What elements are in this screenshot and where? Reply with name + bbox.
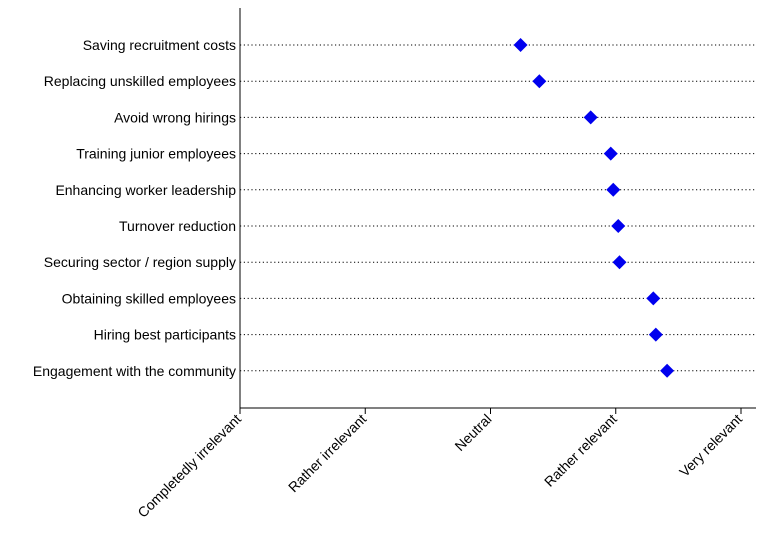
x-tick-label: Rather irrelevant <box>285 411 370 496</box>
x-tick-label: Rather relevant <box>541 411 620 490</box>
x-tick-label: Very relevant <box>676 411 745 480</box>
data-point-marker <box>606 182 621 197</box>
category-label: Turnover reduction <box>119 218 236 234</box>
data-point-marker <box>532 74 547 89</box>
y-labels: Saving recruitment costs Replacing unskil… <box>33 37 236 379</box>
data-point-marker <box>603 146 618 161</box>
category-label: Replacing unskilled employees <box>44 73 236 89</box>
data-point-marker <box>513 38 528 52</box>
category-label: Hiring best participants <box>94 327 236 343</box>
category-label: Securing sector / region supply <box>44 254 236 270</box>
x-tick-label: Completedly irrelevant <box>134 411 244 521</box>
data-point-marker <box>648 327 663 342</box>
data-point-marker <box>611 219 626 233</box>
data-point-marker <box>583 110 598 125</box>
x-ticks: Completedly irrelevant Rather irrelevant N… <box>134 408 745 521</box>
category-label: Obtaining skilled employees <box>62 290 236 306</box>
category-label: Training junior employees <box>76 146 236 162</box>
data-point-marker <box>612 255 627 270</box>
x-tick-label: Neutral <box>451 411 494 454</box>
category-label: Enhancing worker leadership <box>55 182 236 198</box>
category-label: Avoid wrong hirings <box>114 109 236 125</box>
data-points <box>513 38 675 378</box>
data-point-marker <box>646 291 661 306</box>
axes <box>239 8 756 409</box>
gridlines <box>240 44 756 372</box>
category-label: Saving recruitment costs <box>83 37 236 53</box>
data-point-marker <box>660 363 675 378</box>
category-label: Engagement with the community <box>33 363 236 379</box>
